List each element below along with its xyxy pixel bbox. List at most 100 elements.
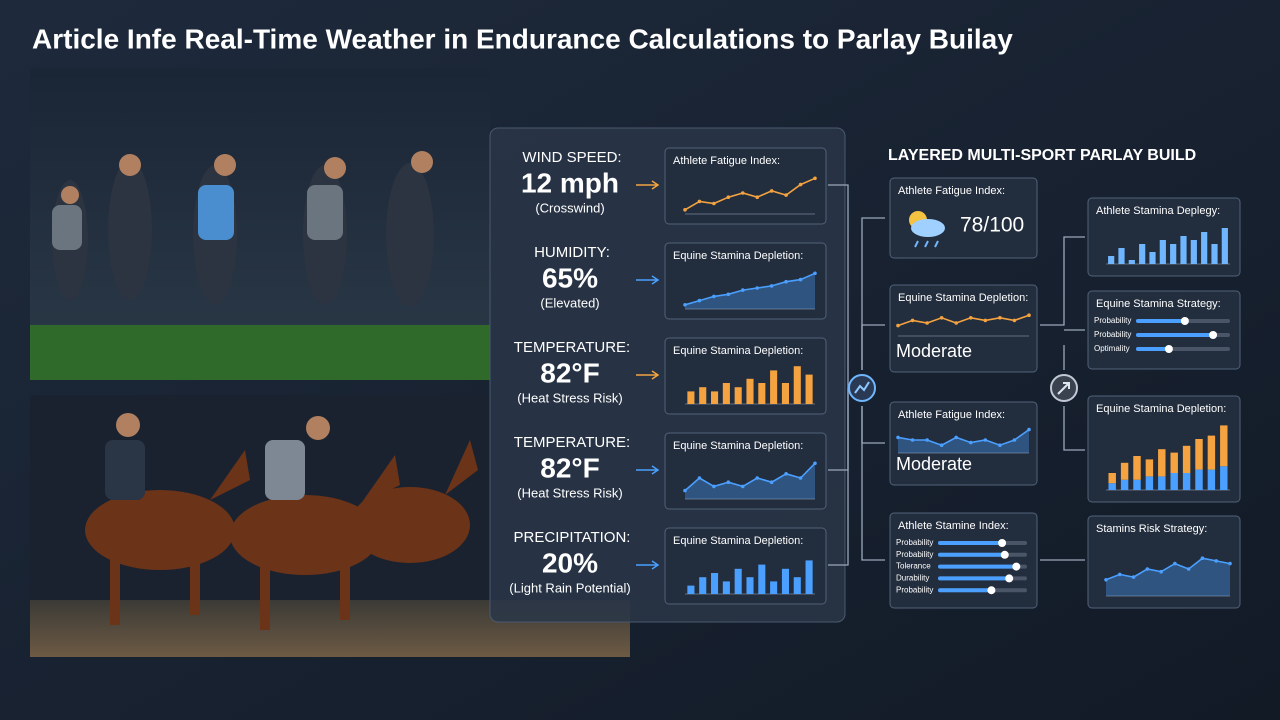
card-title: Athlete Stamina Deplegy: bbox=[1096, 205, 1220, 217]
bar bbox=[793, 577, 801, 594]
arrow bbox=[636, 275, 660, 285]
cloud bbox=[911, 219, 945, 237]
data-point bbox=[1027, 427, 1031, 432]
card-title: Stamins Risk Strategy: bbox=[1096, 523, 1207, 535]
bar bbox=[711, 391, 719, 404]
data-point bbox=[896, 323, 900, 328]
bar bbox=[1201, 232, 1208, 264]
build-cards: Athlete Fatigue Index: 78/100 Equine Stami… bbox=[889, 177, 1241, 609]
bar bbox=[746, 378, 754, 404]
bar bbox=[1180, 236, 1187, 264]
slider-fill bbox=[938, 576, 1010, 581]
bar bbox=[687, 585, 695, 594]
bar-segment bbox=[1158, 449, 1166, 477]
card-title: Equine Stamina Depletion: bbox=[673, 535, 803, 547]
data-line bbox=[684, 272, 816, 306]
card bbox=[664, 432, 827, 510]
data-point bbox=[784, 279, 788, 284]
data-point bbox=[1228, 561, 1232, 566]
slider-fill bbox=[1136, 319, 1185, 323]
slider-fill bbox=[1136, 333, 1214, 337]
bar bbox=[699, 387, 707, 404]
bar bbox=[687, 391, 695, 404]
condition-value: 65% bbox=[542, 262, 598, 293]
data-point bbox=[1186, 567, 1191, 571]
condition-note: (Crosswind) bbox=[535, 200, 604, 215]
card bbox=[889, 512, 1038, 609]
card bbox=[889, 401, 1038, 486]
bar-segment bbox=[1195, 439, 1203, 470]
data-point bbox=[910, 438, 915, 442]
bar-segment bbox=[1108, 473, 1116, 484]
card-title: Athlete Fatigue Index: bbox=[898, 409, 1005, 421]
bar-segment bbox=[1182, 473, 1191, 490]
slider-fill bbox=[938, 588, 992, 593]
card-title: Athlete Fatigue Index: bbox=[673, 155, 780, 167]
condition-value: 82°F bbox=[540, 452, 599, 483]
data-point bbox=[925, 438, 929, 442]
data-point bbox=[1173, 561, 1177, 566]
bar bbox=[1108, 256, 1115, 264]
data-point bbox=[1159, 569, 1163, 574]
card bbox=[664, 242, 827, 320]
data-line bbox=[897, 314, 1030, 327]
data-point bbox=[726, 480, 731, 485]
bar-segment bbox=[1145, 459, 1154, 477]
slider-label: Probability bbox=[1094, 316, 1131, 325]
data-point bbox=[755, 286, 760, 290]
data-line bbox=[897, 428, 1030, 447]
data-point bbox=[813, 271, 817, 276]
bar-segment bbox=[1207, 435, 1216, 470]
arrow bbox=[636, 465, 660, 475]
card-title: Equine Stamina Strategy: bbox=[1096, 298, 1221, 310]
bar-segment bbox=[1145, 476, 1154, 490]
bar-segment bbox=[1133, 456, 1141, 480]
data-point bbox=[755, 195, 760, 199]
connectors bbox=[828, 184, 1085, 566]
data-point bbox=[998, 316, 1002, 320]
slider-fill bbox=[1136, 347, 1169, 351]
slider-fill bbox=[938, 541, 1003, 545]
data-point bbox=[798, 277, 803, 282]
bar bbox=[734, 568, 742, 594]
data-point bbox=[983, 438, 988, 442]
bar bbox=[722, 383, 730, 404]
bar-segment bbox=[1195, 469, 1203, 490]
data-point bbox=[983, 318, 988, 323]
data-point bbox=[683, 488, 687, 493]
bar bbox=[1170, 244, 1177, 264]
slider-knob bbox=[1164, 345, 1173, 353]
data-point bbox=[1200, 556, 1205, 560]
data-point bbox=[712, 484, 716, 489]
bar bbox=[722, 581, 730, 594]
data-line bbox=[684, 462, 816, 492]
bar bbox=[1139, 244, 1146, 264]
page-title: Article Infe Real-Time Weather in Endura… bbox=[32, 23, 1013, 54]
conditions: WIND SPEED:12 mph (Crosswind) Athlete Fati… bbox=[509, 147, 827, 605]
data-point bbox=[683, 303, 687, 307]
slider-label: Probability bbox=[896, 550, 933, 559]
area-fill bbox=[685, 463, 815, 499]
data-point bbox=[740, 484, 745, 489]
data-point bbox=[939, 316, 944, 320]
slider-knob bbox=[1000, 550, 1009, 559]
bar-segment bbox=[1207, 469, 1216, 490]
bar bbox=[1190, 240, 1197, 264]
data-point bbox=[726, 195, 731, 199]
data-point bbox=[939, 443, 944, 448]
bar-segment bbox=[1120, 462, 1129, 480]
bar-segment bbox=[1170, 473, 1178, 490]
condition-label: PRECIPITATION: bbox=[514, 529, 631, 546]
bar bbox=[758, 564, 766, 594]
area-fill bbox=[1106, 558, 1230, 596]
data-point bbox=[755, 476, 760, 480]
runners-photo bbox=[30, 68, 490, 380]
data-point bbox=[697, 298, 702, 303]
card-title: Equine Stamina Depletion: bbox=[673, 345, 803, 357]
slider-knob bbox=[987, 586, 996, 595]
data-point bbox=[1131, 575, 1136, 579]
bar bbox=[793, 366, 801, 404]
area-fill bbox=[685, 273, 815, 309]
slider-knob bbox=[1180, 317, 1189, 325]
data-point bbox=[968, 440, 973, 445]
